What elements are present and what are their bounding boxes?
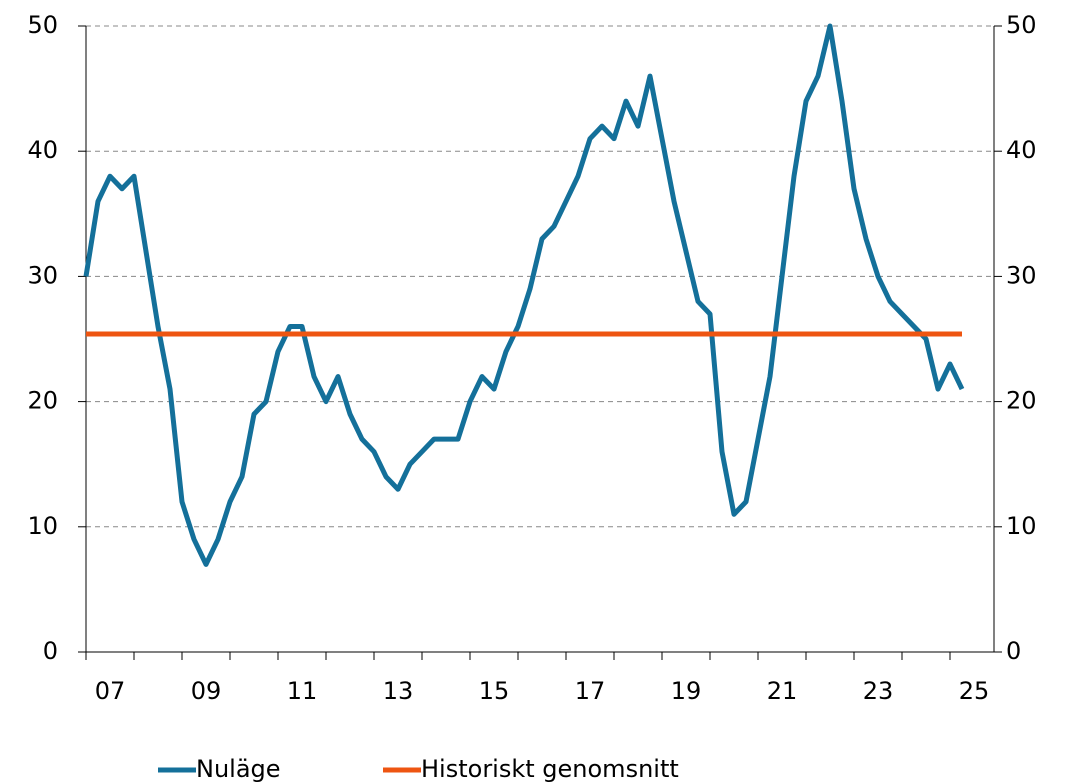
x-tick-label: 21 <box>767 677 798 705</box>
legend-label: Historiskt genomsnitt <box>421 755 679 783</box>
y-tick-label: 10 <box>27 512 58 540</box>
x-tick-label: 15 <box>479 677 510 705</box>
y2-tick-label: 50 <box>1006 11 1037 39</box>
y2-tick-label: 0 <box>1006 637 1021 665</box>
x-tick-label: 11 <box>287 677 318 705</box>
x-tick-label: 07 <box>95 677 126 705</box>
x-tick-label: 09 <box>191 677 222 705</box>
y-tick-label: 20 <box>27 387 58 415</box>
x-tick-label: 13 <box>383 677 414 705</box>
y2-tick-label: 30 <box>1006 261 1037 289</box>
y2-tick-label: 10 <box>1006 512 1037 540</box>
y-tick-label: 40 <box>27 136 58 164</box>
x-tick-label: 17 <box>575 677 606 705</box>
x-tick-label: 25 <box>959 677 990 705</box>
legend-label: Nuläge <box>196 755 281 783</box>
series-line <box>83 23 965 567</box>
y-tick-label: 50 <box>27 11 58 39</box>
y-tick-label: 30 <box>27 261 58 289</box>
x-tick-label: 23 <box>863 677 894 705</box>
y2-tick-label: 20 <box>1006 387 1037 415</box>
x-tick-label: 19 <box>671 677 702 705</box>
y2-tick-label: 40 <box>1006 136 1037 164</box>
y-tick-label: 0 <box>43 637 58 665</box>
